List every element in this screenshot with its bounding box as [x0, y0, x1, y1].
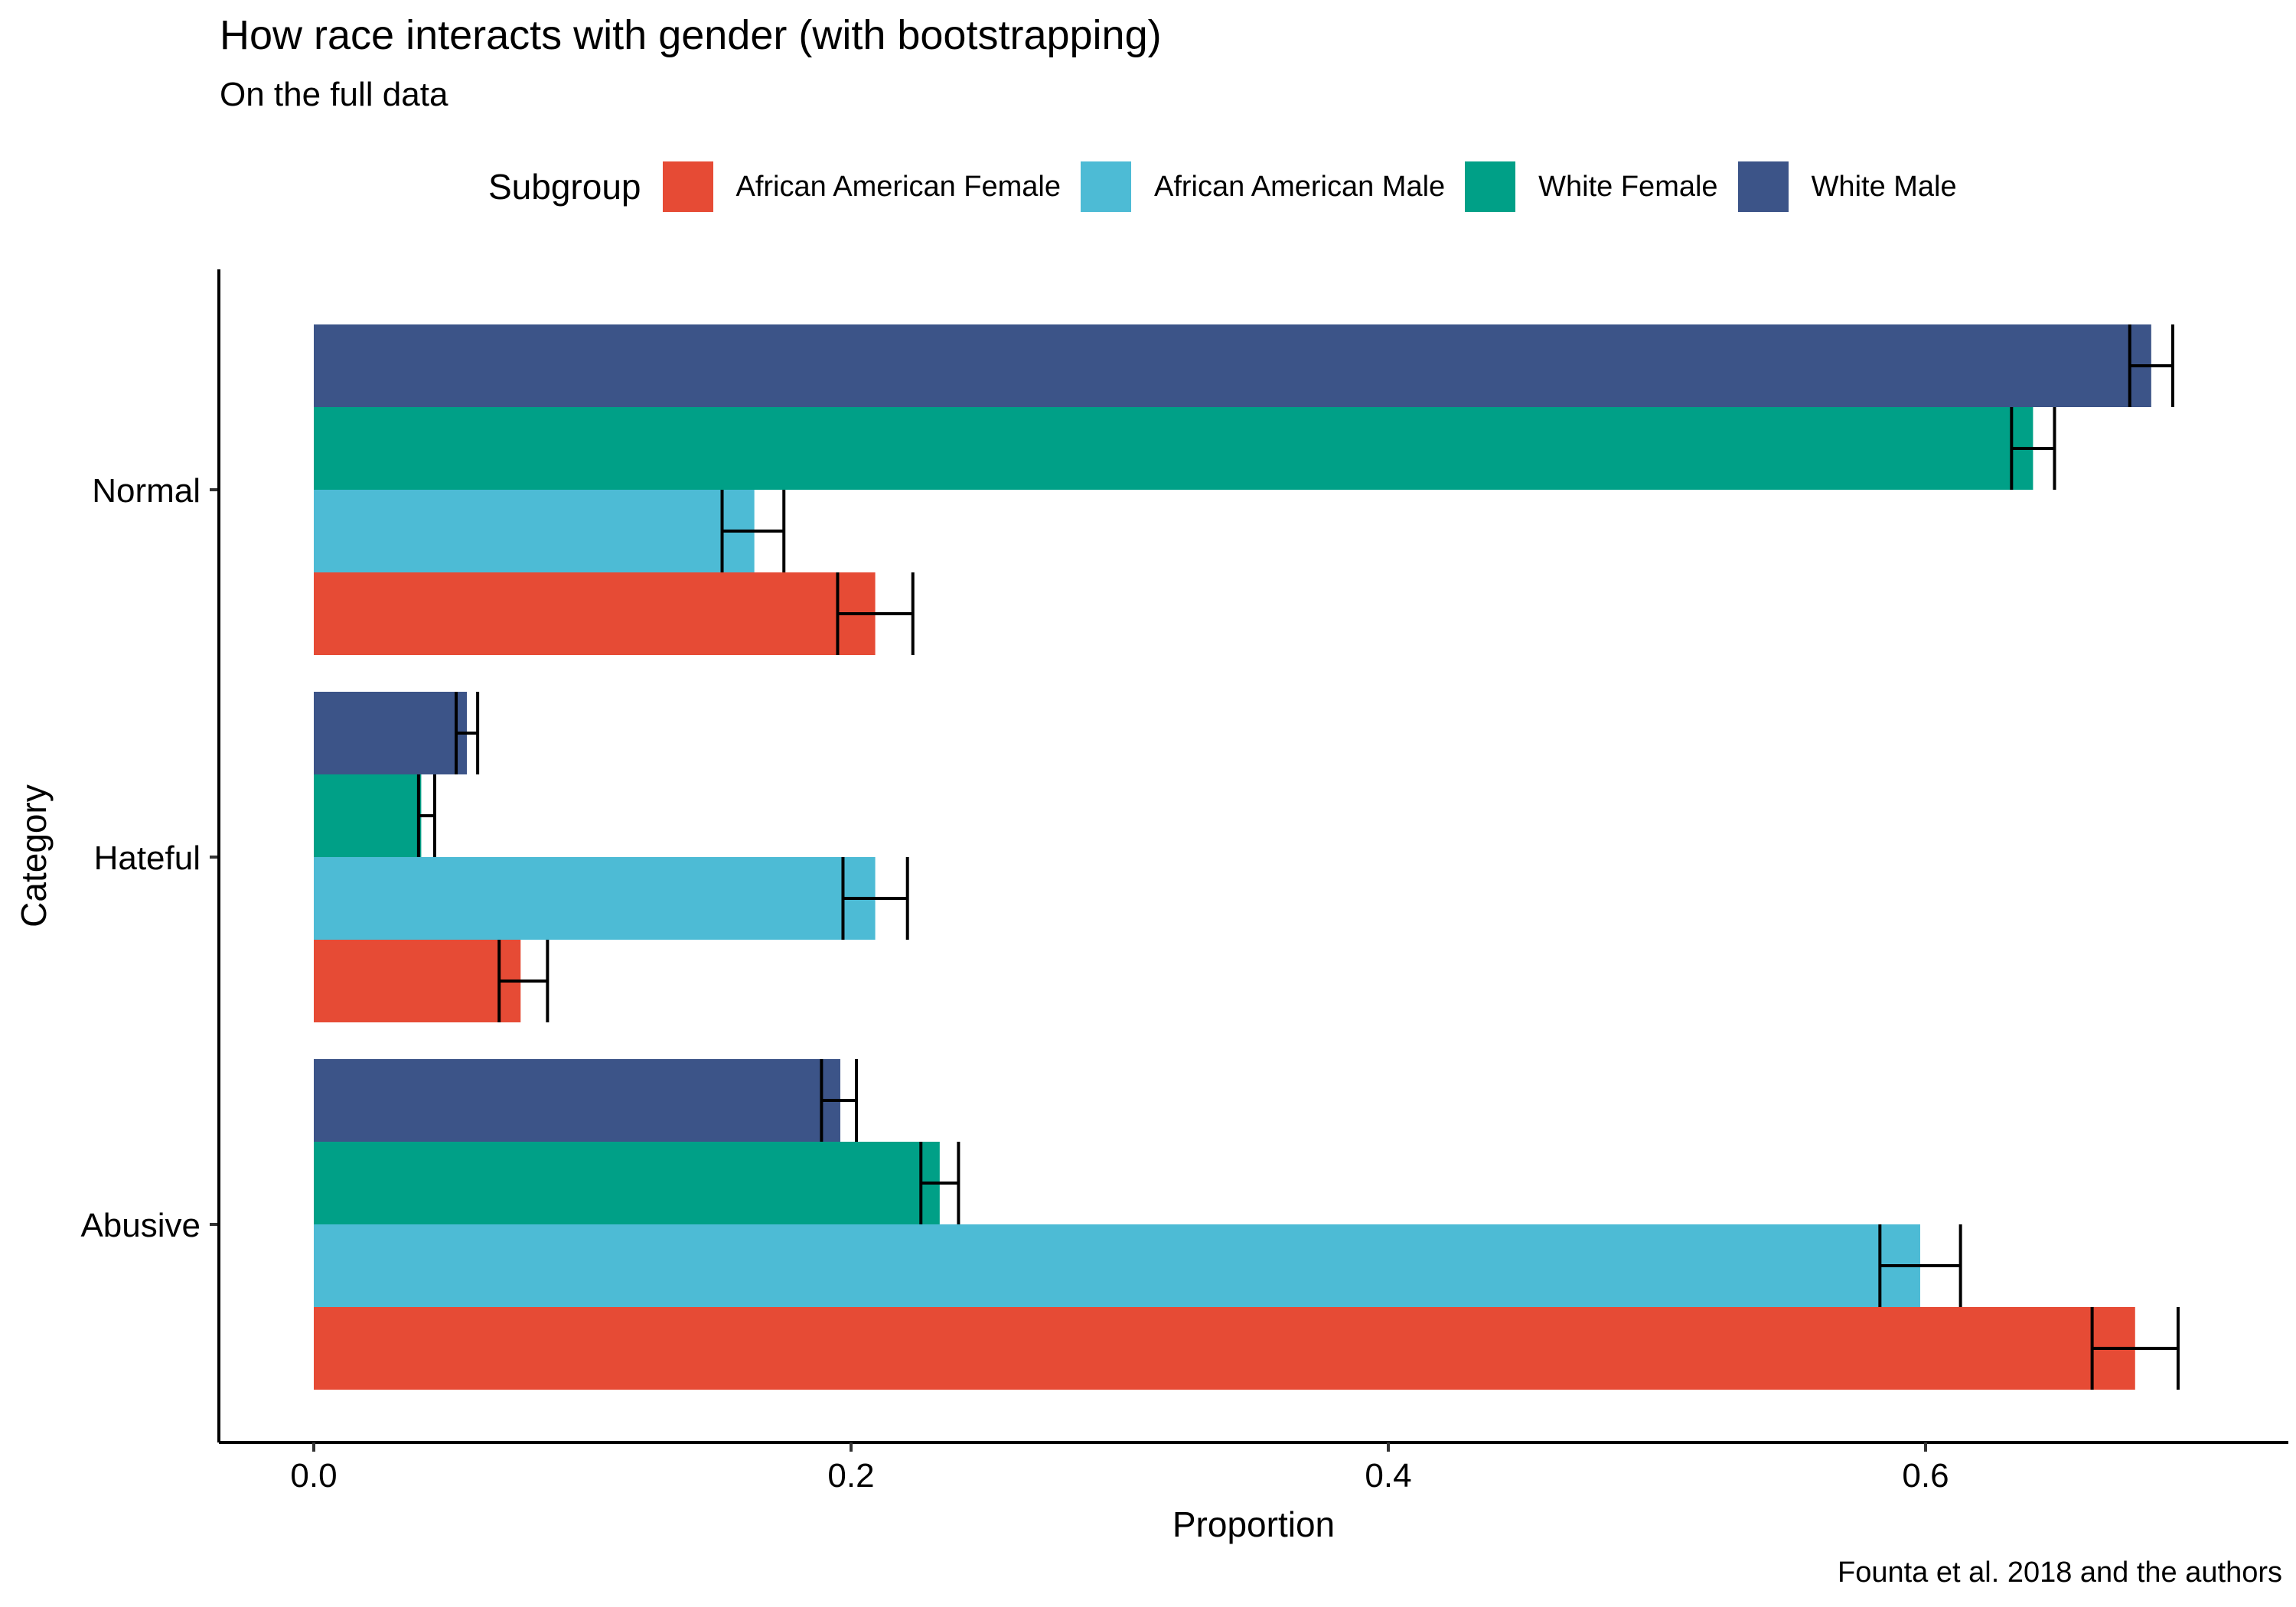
legend-item-african-american-female: African American Female	[662, 161, 1062, 212]
errorbar-abusive-african-american-male	[1878, 1224, 1962, 1307]
legend-title: Subgroup	[488, 167, 641, 207]
bar-abusive-african-american-male	[314, 1224, 1920, 1307]
bar-normal-white-female	[314, 407, 2033, 490]
y-axis-title: Category	[14, 784, 54, 927]
x-axis-title: Proportion	[1172, 1504, 1335, 1544]
bar-normal-african-american-male	[314, 490, 755, 572]
errorbar-hateful-african-american-female	[497, 940, 550, 1022]
bar-hateful-white-male	[314, 692, 468, 774]
y-tick-label-abusive: Abusive	[80, 1207, 201, 1244]
bar-normal-white-male	[314, 324, 2151, 407]
chart-subtitle: On the full data	[220, 76, 448, 113]
legend-key-white-female	[1465, 161, 1516, 212]
bar-hateful-white-female	[314, 774, 422, 857]
bar-abusive-african-american-female	[314, 1307, 2135, 1390]
errorbars-layer	[416, 324, 2180, 1390]
bar-abusive-white-male	[314, 1059, 840, 1142]
legend: Subgroup African American Female African…	[488, 161, 1977, 213]
errorbar-hateful-african-american-male	[841, 857, 909, 940]
bar-hateful-african-american-female	[314, 940, 521, 1022]
errorbar-abusive-african-american-female	[2090, 1307, 2180, 1390]
errorbar-normal-white-male	[2128, 324, 2174, 407]
legend-key-african-american-male	[1081, 161, 1131, 212]
legend-key-white-male	[1737, 161, 1789, 212]
errorbar-abusive-white-male	[820, 1059, 859, 1142]
errorbar-normal-african-american-male	[720, 490, 786, 572]
errorbar-abusive-white-female	[919, 1142, 960, 1224]
x-tick-label: 0.0	[290, 1457, 337, 1495]
x-tick-label: 0.4	[1365, 1457, 1411, 1495]
errorbar-hateful-white-female	[416, 774, 436, 857]
errorbar-hateful-white-male	[455, 692, 480, 774]
axes-layer: Normal Hateful Abusive 0.0 0.2 0.4 0.6	[80, 269, 2288, 1495]
bar-normal-african-american-female	[314, 572, 876, 655]
chart-title: How race interacts with gender (with boo…	[220, 12, 1162, 58]
bar-hateful-african-american-male	[314, 857, 876, 940]
y-tick-label-hateful: Hateful	[94, 839, 201, 877]
legend-label: White Male	[1811, 170, 1957, 203]
bar-abusive-white-female	[314, 1142, 940, 1224]
bars-layer	[314, 324, 2151, 1390]
x-tick-label: 0.6	[1902, 1457, 1949, 1495]
legend-key-african-american-female	[662, 161, 713, 212]
legend-label: White Female	[1538, 170, 1718, 203]
chart-caption: Founta et al. 2018 and the authors	[1838, 1556, 2282, 1589]
errorbar-normal-african-american-female	[836, 572, 915, 655]
errorbar-normal-white-female	[2010, 407, 2056, 490]
legend-label: African American Male	[1154, 170, 1446, 203]
legend-item-white-male: White Male	[1737, 161, 1957, 212]
legend-label: African American Female	[735, 170, 1062, 203]
y-tick-label-normal: Normal	[92, 472, 201, 510]
legend-item-african-american-male: African American Male	[1081, 161, 1445, 212]
x-tick-label: 0.2	[827, 1457, 874, 1495]
legend-item-white-female: White Female	[1465, 161, 1718, 212]
